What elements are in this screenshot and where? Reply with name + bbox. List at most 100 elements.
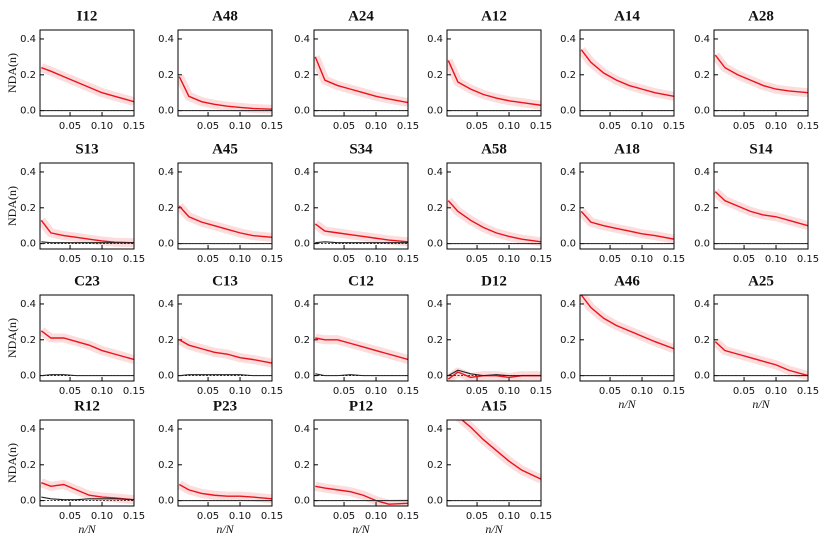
confidence-band [580,295,674,353]
subplot: A25 0.0 0.2 0.4 0.05 0.10 0.15 n/N [694,273,819,410]
x-tick-label: 0.05 [599,254,621,265]
x-tick-label: 0.10 [365,511,387,522]
x-tick-label: 0.10 [365,386,387,397]
y-tick-label: 0.4 [20,424,36,435]
subplot: A28 0.0 0.2 0.4 0.05 0.10 0.15 [694,8,819,132]
x-tick-label: 0.10 [229,121,251,132]
subplot-title: A46 [614,273,640,289]
series-line [714,54,808,94]
x-tick-label: 0.05 [466,511,488,522]
y-tick-label: 0.0 [20,496,36,507]
subplot-title: A12 [481,8,507,24]
y-tick-label: 0.0 [294,496,310,507]
y-axis-label: NDA(n) [5,186,19,226]
series-line [580,295,674,350]
x-tick-label: 0.15 [530,386,552,397]
x-tick-label: 0.05 [599,386,621,397]
x-axis-label: n/N [485,522,503,536]
confidence-band [314,220,408,247]
y-tick-label: 0.0 [158,106,174,117]
y-tick-label: 0.2 [294,335,310,346]
subplot: A24 0.0 0.2 0.4 0.05 0.10 0.15 [294,8,419,132]
x-tick-label: 0.10 [365,121,387,132]
plot-frame [446,294,542,382]
y-tick-label: 0.4 [158,34,174,45]
y-tick-label: 0.4 [694,167,710,178]
series-line [178,76,272,110]
subplot: C23 0.0 0.2 0.4 0.05 0.10 0.15 NDA(n) [5,273,145,397]
y-tick-label: 0.4 [427,34,443,45]
y-tick-label: 0.4 [20,34,36,45]
x-tick-label: 0.10 [765,386,787,397]
x-tick-label: 0.15 [261,254,283,265]
x-axis-label: n/N [216,522,234,536]
y-tick-label: 0.4 [427,299,443,310]
x-tick-label: 0.05 [599,121,621,132]
plot-frame [177,294,273,382]
series-line [315,485,408,505]
x-tick-label: 0.15 [123,386,145,397]
x-tick-label: 0.15 [530,121,552,132]
series-line [41,496,134,501]
y-tick-label: 0.4 [158,299,174,310]
confidence-band [314,55,408,107]
x-tick-label: 0.10 [229,254,251,265]
y-axis-label: NDA(n) [5,318,19,358]
x-tick-label: 0.15 [261,511,283,522]
x-tick-label: 0.05 [333,254,355,265]
subplot-title: C12 [348,273,374,289]
y-tick-label: 0.4 [427,167,443,178]
y-tick-label: 0.0 [20,371,36,382]
y-tick-label: 0.2 [427,203,443,214]
x-tick-label: 0.15 [123,511,145,522]
x-tick-label: 0.10 [498,511,520,522]
y-tick-label: 0.4 [20,167,36,178]
confidence-band [447,58,541,110]
confidence-band [580,46,674,101]
y-tick-label: 0.4 [694,299,710,310]
plot-frame [39,294,135,382]
confidence-band [455,420,541,484]
series-line [447,200,541,243]
subplot-title: A14 [614,8,640,24]
plot-frame [177,29,273,117]
y-tick-label: 0.0 [560,106,576,117]
y-tick-label: 0.2 [694,70,710,81]
subplot: C12 0.0 0.2 0.4 0.05 0.10 0.15 [294,273,419,397]
plot-frame [177,419,273,507]
subplot: I12 0.0 0.2 0.4 0.05 0.10 0.15 NDA(n) [5,8,145,132]
plot-frame [446,29,542,117]
x-tick-label: 0.10 [91,511,113,522]
plot-frame [713,29,809,117]
confidence-band [714,188,808,231]
y-tick-label: 0.0 [694,371,710,382]
y-tick-label: 0.2 [158,203,174,214]
plot-frame [579,29,675,117]
x-tick-label: 0.15 [797,254,819,265]
plot-frame [313,419,409,507]
subplot: A15 0.0 0.2 0.4 0.05 0.10 0.15 n/N [427,398,552,535]
subplot: A58 0.0 0.2 0.4 0.05 0.10 0.15 [427,141,552,265]
plot-frame [313,162,409,250]
x-tick-label: 0.05 [733,254,755,265]
y-tick-label: 0.0 [158,496,174,507]
series-line [580,49,674,97]
x-tick-label: 0.05 [59,254,81,265]
y-tick-label: 0.0 [427,371,443,382]
plot-frame [39,419,135,507]
x-axis-label: n/N [352,522,370,536]
subplot-title: A48 [212,8,238,24]
plot-frame [313,294,409,382]
series-line [714,341,808,377]
x-tick-label: 0.05 [197,386,219,397]
confidence-band [714,338,808,380]
subplot-title: D12 [481,273,507,289]
plot-frame [579,162,675,250]
y-tick-label: 0.4 [294,167,310,178]
confidence-band [580,208,674,244]
x-tick-label: 0.15 [397,121,419,132]
series-line [314,223,408,243]
y-tick-label: 0.2 [158,460,174,471]
y-tick-label: 0.0 [294,371,310,382]
y-tick-label: 0.0 [560,371,576,382]
